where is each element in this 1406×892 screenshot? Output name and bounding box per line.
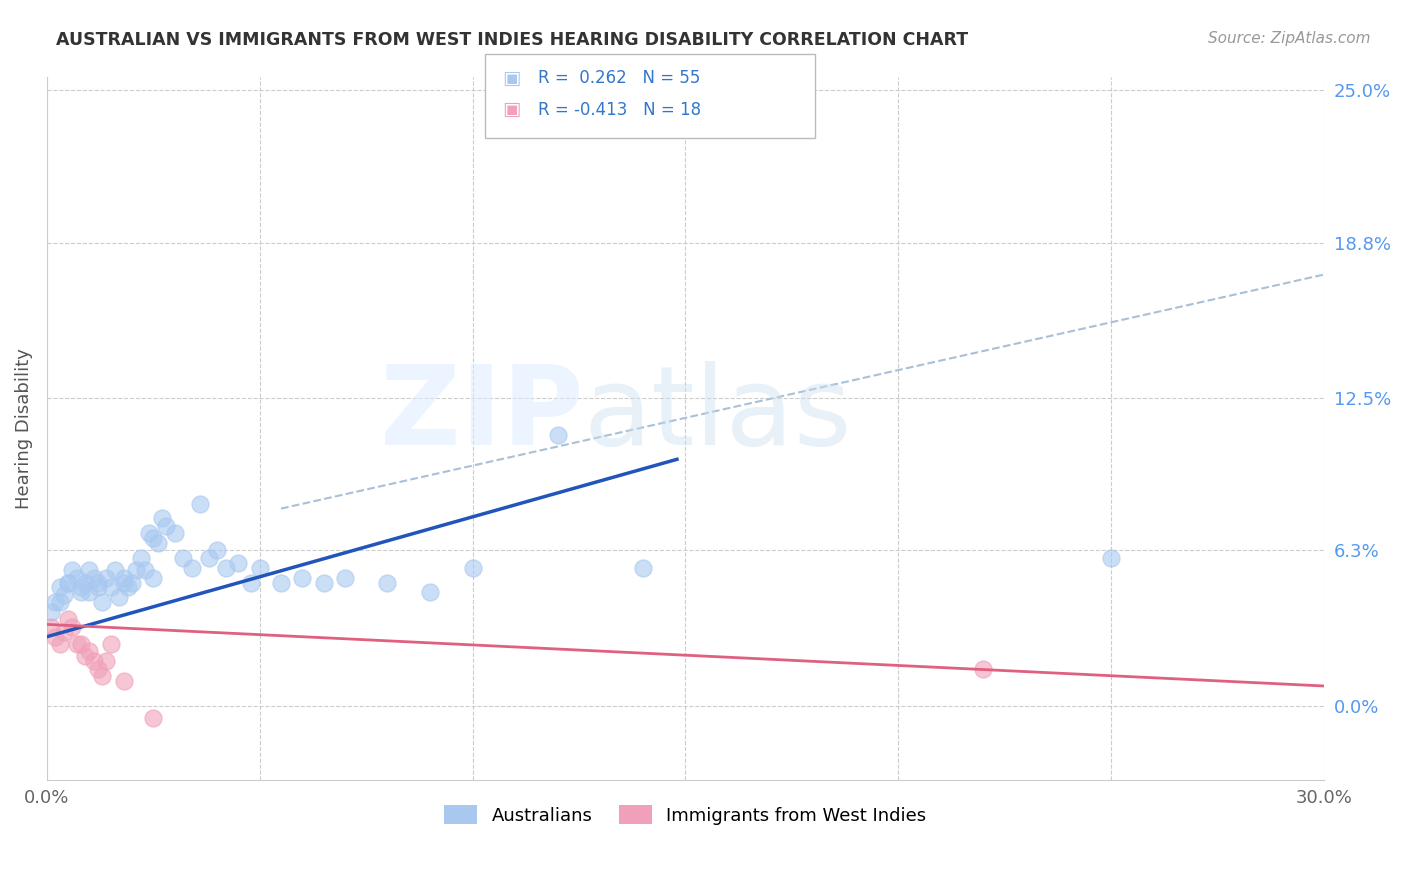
Point (1099, 550, 1122, 565)
Point (291, 571, 314, 585)
Text: R = -0.413   N = 18: R = -0.413 N = 18 (538, 101, 702, 119)
Point (83, 571, 105, 585)
Point (100, 581, 122, 595)
Point (461, 560, 484, 574)
Point (44, 595, 66, 609)
Point (240, 575, 263, 590)
Text: R =  0.262   N = 55: R = 0.262 N = 55 (538, 70, 700, 87)
Point (39, 620, 62, 634)
Point (270, 575, 292, 590)
Point (79, 563, 101, 577)
Point (188, 497, 211, 511)
Point (112, 571, 135, 585)
Y-axis label: Hearing Disability: Hearing Disability (15, 348, 32, 509)
Point (96, 571, 118, 585)
Point (44, 630, 66, 644)
Point (972, 662, 994, 676)
Text: ▣: ▣ (502, 69, 520, 88)
Point (112, 674, 135, 689)
Point (75, 575, 97, 590)
Point (39, 605, 62, 619)
Point (129, 550, 152, 565)
Point (197, 550, 219, 565)
Text: ZIP: ZIP (380, 361, 583, 468)
Point (125, 563, 148, 577)
Point (228, 556, 250, 570)
Point (142, 531, 165, 545)
Point (56, 575, 79, 590)
Point (138, 526, 160, 541)
Text: atlas: atlas (583, 361, 852, 468)
Point (142, 571, 165, 585)
Point (150, 511, 173, 525)
Point (79, 585, 101, 599)
Point (134, 563, 156, 577)
Point (87, 581, 110, 595)
Text: ▣: ▣ (502, 100, 520, 120)
Point (52, 624, 75, 639)
Point (52, 588, 75, 602)
Point (121, 575, 143, 590)
Point (377, 575, 399, 590)
Point (163, 526, 186, 541)
Point (96, 654, 118, 668)
Point (172, 550, 194, 565)
Point (180, 560, 202, 574)
Point (48, 581, 70, 595)
Point (70, 581, 93, 595)
Point (91, 595, 114, 609)
Point (215, 560, 238, 574)
Point (70, 585, 93, 599)
Point (70, 637, 93, 651)
Point (333, 571, 356, 585)
Point (48, 637, 70, 651)
Point (205, 543, 228, 558)
Point (62, 563, 84, 577)
Point (631, 560, 654, 574)
Point (66, 637, 89, 651)
Point (419, 585, 441, 599)
Point (155, 519, 177, 533)
Point (56, 575, 79, 590)
Text: Source: ZipAtlas.com: Source: ZipAtlas.com (1208, 31, 1371, 46)
Point (104, 563, 127, 577)
Point (48, 595, 70, 609)
Point (547, 427, 569, 442)
Point (66, 571, 89, 585)
Point (83, 654, 105, 668)
Point (87, 662, 110, 676)
Text: AUSTRALIAN VS IMMIGRANTS FROM WEST INDIES HEARING DISABILITY CORRELATION CHART: AUSTRALIAN VS IMMIGRANTS FROM WEST INDIE… (56, 31, 969, 49)
Point (100, 637, 122, 651)
Point (62, 620, 84, 634)
Point (312, 575, 335, 590)
Point (75, 649, 97, 664)
Point (117, 581, 139, 595)
Point (146, 536, 169, 550)
Point (108, 591, 131, 605)
Point (87, 575, 110, 590)
Point (112, 575, 135, 590)
Point (142, 711, 165, 725)
Point (56, 612, 79, 626)
Point (249, 560, 271, 574)
Point (79, 644, 101, 658)
Legend: Australians, Immigrants from West Indies: Australians, Immigrants from West Indies (436, 797, 935, 834)
Point (91, 669, 114, 683)
